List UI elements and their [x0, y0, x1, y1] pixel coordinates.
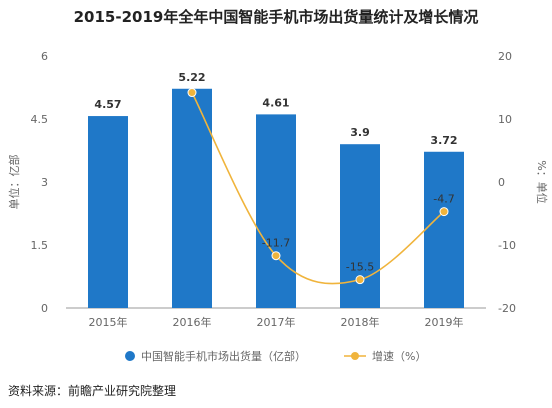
- bar-value-label: 3.9: [350, 126, 370, 139]
- legend-line-marker: [351, 352, 359, 360]
- left-tick-label: 3: [41, 176, 48, 189]
- legend: 中国智能手机市场出货量（亿部） 增速（%）: [125, 349, 426, 363]
- left-tick-label: 0: [41, 302, 48, 315]
- chart-title: 2015-2019年全年中国智能手机市场出货量统计及增长情况: [73, 8, 479, 26]
- growth-point: [187, 88, 197, 98]
- x-tick-label: 2015年: [89, 315, 128, 329]
- right-tick-label: 20: [498, 50, 512, 63]
- bar: [172, 88, 212, 308]
- right-axis-label: %：单位: [535, 160, 549, 203]
- bar-value-label: 4.61: [262, 96, 289, 109]
- x-tick-label: 2019年: [425, 315, 464, 329]
- growth-point: [355, 275, 365, 285]
- right-tick-label: -10: [498, 239, 516, 252]
- growth-value-label: -11.7: [262, 237, 290, 250]
- bar-value-label: 4.57: [94, 98, 121, 111]
- growth-line: [191, 92, 445, 285]
- left-tick-label: 6: [41, 50, 48, 63]
- bar: [256, 114, 296, 308]
- left-tick-label: 1.5: [31, 239, 49, 252]
- x-tick-label: 2017年: [257, 315, 296, 329]
- legend-line-label: 增速（%）: [372, 349, 426, 363]
- growth-value-label: -4.7: [433, 193, 454, 206]
- growth-point: [439, 207, 449, 217]
- left-axis-label: 单位：亿部: [7, 155, 21, 210]
- x-tick-label: 2016年: [173, 315, 212, 329]
- right-tick-label: 0: [498, 176, 505, 189]
- legend-bar-label: 中国智能手机市场出货量（亿部）: [141, 349, 306, 363]
- source-note: 资料来源：前瞻产业研究院整理: [8, 384, 177, 398]
- bar: [424, 151, 464, 308]
- bar: [88, 116, 128, 308]
- right-tick-label: 10: [498, 113, 512, 126]
- growth-line-group: -11.7 -15.5 -4.7: [187, 88, 455, 285]
- bars-group: 4.57 5.22 4.61 3.9 3.72: [88, 71, 464, 308]
- bar-value-label: 5.22: [178, 71, 205, 84]
- bar-value-label: 3.72: [430, 134, 457, 147]
- growth-point: [271, 251, 281, 261]
- right-tick-label: -20: [498, 302, 516, 315]
- left-tick-label: 4.5: [31, 113, 49, 126]
- legend-bar-marker: [125, 351, 135, 361]
- axes-group: 0 1.5 3 4.5 6 -20 -10 0 10 20 2015年 2016年 2017年 2018年…: [7, 50, 549, 329]
- growth-value-label: -15.5: [346, 261, 374, 274]
- x-tick-label: 2018年: [341, 315, 380, 329]
